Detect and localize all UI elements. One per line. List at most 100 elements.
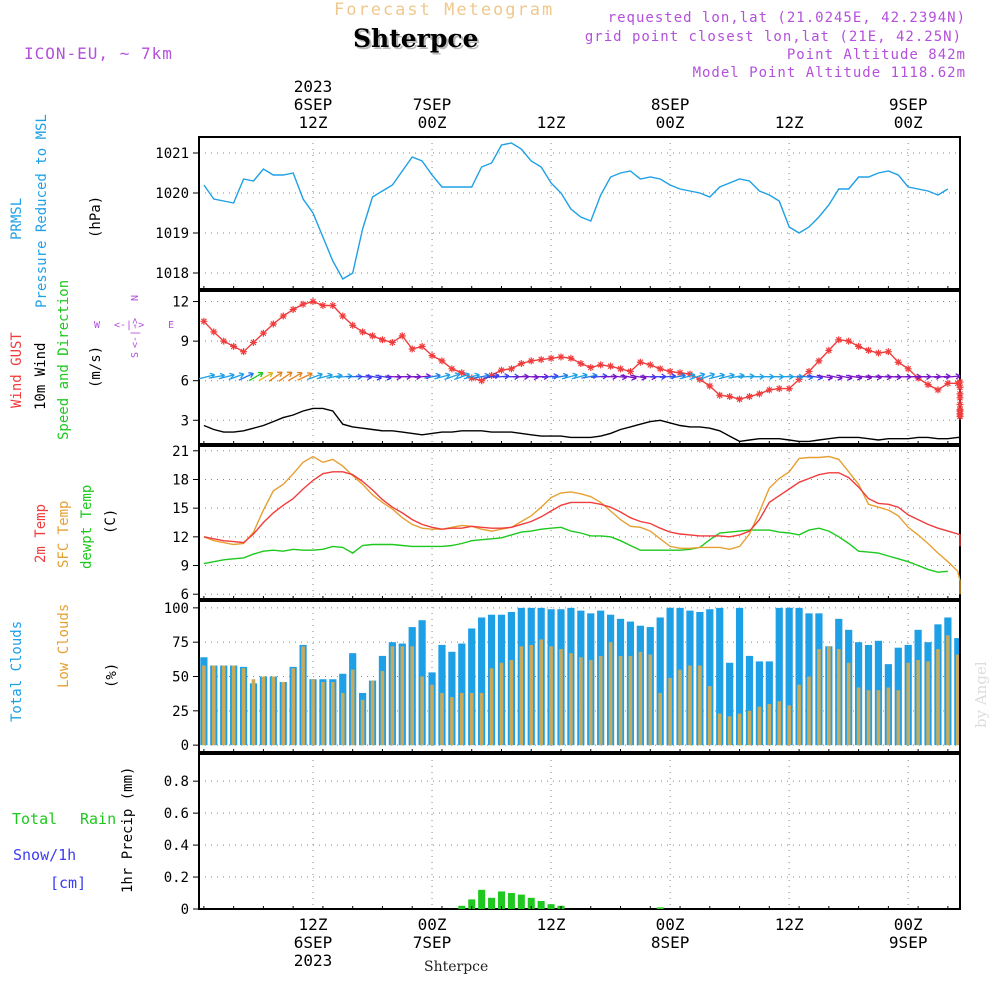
rain-bar	[468, 899, 476, 909]
wind-arrow	[689, 372, 706, 381]
low-cloud-bar	[866, 690, 871, 746]
top-time-label: 00Z	[894, 113, 923, 132]
bottom-time-label: 00Z	[656, 915, 685, 934]
rain-bar	[656, 907, 664, 909]
low-cloud-bar	[301, 646, 305, 746]
bottom-time-label: 12Z	[537, 915, 566, 934]
low-cloud-bar	[608, 642, 613, 746]
gust-markers	[200, 298, 964, 420]
y-tick-label: 0	[181, 738, 189, 754]
gust-line	[203, 300, 961, 417]
gust-marker	[944, 379, 952, 387]
model-label: ICON-EU, ~ 7km	[24, 44, 173, 63]
gust-marker	[686, 370, 694, 378]
total-cloud-bar	[785, 607, 793, 746]
y-tick-label: 18	[172, 472, 189, 488]
y-tick-label: 12	[172, 530, 189, 546]
low-cloud-bar	[757, 706, 762, 746]
gust-marker	[388, 338, 396, 346]
location-title: Shterpce	[353, 24, 479, 53]
total-cloud-bar	[745, 655, 754, 746]
panel-frame	[198, 136, 961, 290]
rain-bar	[507, 893, 515, 909]
gust-marker	[249, 338, 257, 346]
gust-marker	[956, 383, 964, 391]
gust-marker	[607, 362, 615, 370]
y-tick-label: 9	[181, 559, 189, 575]
y-tick-label: 0	[181, 902, 189, 918]
gust-marker	[527, 357, 535, 365]
low-cloud-bar	[410, 646, 414, 746]
gust-marker	[626, 367, 634, 375]
gust-marker	[855, 342, 863, 350]
gust-marker	[497, 366, 505, 374]
low-cloud-bar	[827, 646, 831, 746]
y-tick-label: 21	[172, 444, 189, 460]
panel-frame	[198, 445, 961, 600]
gust-marker	[418, 342, 426, 350]
low-cloud-bar	[321, 681, 325, 746]
gust-marker	[736, 395, 744, 403]
low-cloud-bar	[400, 646, 405, 746]
total-cloud-bar	[666, 607, 674, 746]
low-cloud-bar	[241, 668, 246, 746]
gust-marker	[259, 329, 267, 337]
rain-bar	[488, 897, 496, 909]
total-cloud-bar	[478, 617, 486, 746]
y-tick-label: 0.8	[164, 774, 189, 790]
wind-speed-line	[203, 407, 960, 443]
top-time-label: 6SEP	[294, 95, 333, 114]
low-cloud-bar	[628, 655, 633, 746]
wind-arrow	[454, 372, 470, 381]
total-cloud-bar	[716, 607, 724, 746]
low-cloud-bar	[698, 665, 702, 746]
gust-marker	[825, 346, 833, 354]
gust-marker	[775, 385, 783, 393]
low-cloud-bar	[787, 705, 791, 746]
bottom-time-label: 00Z	[894, 915, 923, 934]
low-cloud-bar	[549, 646, 553, 746]
gust-marker	[507, 365, 515, 373]
low-cloud-bar	[450, 697, 454, 746]
low-cloud-bar	[727, 716, 732, 746]
low-cloud-bar	[539, 639, 543, 746]
wind-arrow	[287, 371, 303, 382]
wind-arrow	[434, 372, 451, 380]
top-time-label: 9SEP	[889, 95, 928, 114]
low-cloud-bar	[946, 635, 950, 746]
total-cloud-bar	[726, 662, 734, 746]
low-cloud-bar	[906, 662, 910, 746]
y-tick-label: 6	[181, 587, 189, 603]
gust-marker	[597, 361, 605, 369]
gust-marker	[785, 385, 793, 393]
bottom-time-label: 00Z	[418, 915, 447, 934]
precip-total-label: Total	[12, 810, 58, 828]
y-tick-label: 100	[164, 601, 189, 617]
low-cloud-bar	[380, 671, 385, 746]
gust-marker	[279, 312, 287, 320]
y-tick-label: 0.2	[164, 870, 189, 886]
precip-cm-label: [cm]	[50, 874, 87, 892]
gust-marker	[398, 332, 406, 340]
rain-bar	[478, 889, 486, 909]
low-cloud-bar	[430, 684, 434, 746]
bottom-time-label: 9SEP	[889, 933, 928, 952]
low-cloud-bar	[202, 665, 206, 746]
low-cloud-bar	[708, 686, 712, 746]
low-cloud-bar	[271, 676, 276, 746]
y-tick-label: 0.6	[164, 806, 189, 822]
gust-marker	[448, 365, 456, 373]
wind-arrow	[444, 372, 461, 381]
gust-marker	[765, 386, 773, 394]
wind-arrow	[248, 371, 264, 382]
gust-marker	[200, 317, 208, 325]
low-cloud-bar	[876, 690, 881, 746]
low-cloud-bar	[579, 657, 583, 746]
panel-precipitation: 0 0.2 0.4 0.6 0.8	[164, 753, 961, 918]
low-cloud-bar	[658, 692, 662, 746]
low-cloud-bar	[747, 710, 752, 746]
bottom-time-label: 6SEP	[294, 933, 333, 952]
gust-marker	[309, 298, 317, 306]
